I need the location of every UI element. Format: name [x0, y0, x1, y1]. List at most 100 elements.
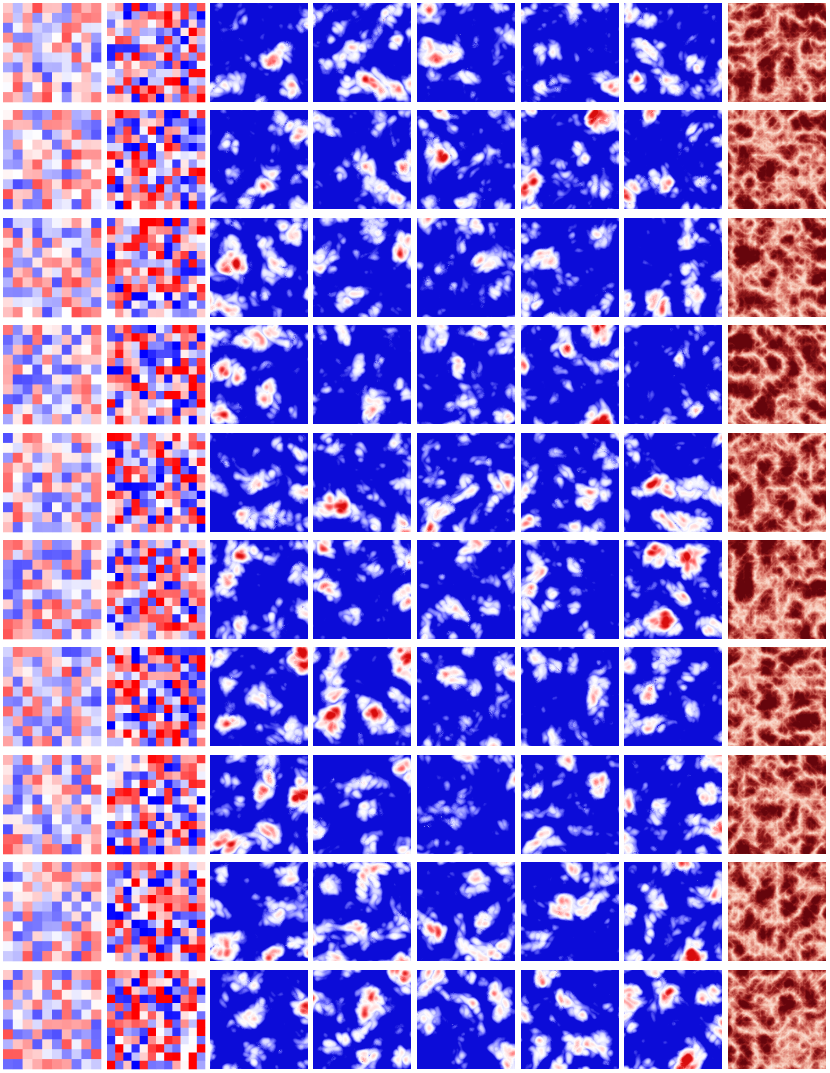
coarse-cell: [131, 499, 140, 508]
coarse-cell: [123, 986, 132, 996]
coarse-cell: [3, 199, 14, 210]
coarse-cell: [91, 656, 102, 668]
coarse-cell: [131, 1011, 140, 1020]
coarse-cell: [61, 502, 72, 513]
coarse-cell: [32, 814, 43, 825]
coarse-cell: [180, 994, 189, 1004]
coarse-cell: [61, 676, 72, 687]
coarse-cell: [139, 821, 149, 830]
coarse-cell: [12, 199, 23, 210]
coarse-cell: [147, 275, 157, 285]
coarse-cell: [123, 1044, 132, 1053]
coarse-cell: [164, 680, 173, 689]
coarse-cell: [188, 994, 198, 1004]
coarse-cell: [42, 325, 53, 336]
coarse-cell: [164, 490, 173, 500]
coarse-cell: [42, 119, 53, 131]
coarse-cell: [164, 93, 173, 103]
coarse-cell: [180, 721, 189, 730]
coarse-cell: [164, 1052, 173, 1062]
coarse-cell: [52, 129, 63, 140]
coarse-cell: [147, 382, 157, 392]
coarse-cell: [139, 308, 149, 318]
coarse-cell: [32, 129, 43, 140]
coarse-cell: [164, 143, 173, 152]
coarse-cell: [147, 284, 157, 293]
coarse-cell: [131, 433, 140, 442]
coarse-cell: [123, 771, 132, 781]
coarse-cell: [147, 143, 157, 152]
coarse-cell: [81, 881, 92, 892]
coarse-cell: [107, 895, 116, 904]
coarse-cell: [52, 522, 63, 533]
coarse-cell: [22, 784, 33, 795]
coarse-cell: [139, 903, 149, 912]
coarse-cell: [172, 93, 181, 103]
coarse-cell: [81, 277, 92, 288]
coarse-cell: [156, 581, 165, 590]
coarse-cell: [52, 1019, 63, 1030]
coarse-cell: [131, 978, 140, 987]
coarse-cell: [139, 763, 149, 772]
coarse-cell: [180, 952, 189, 962]
coarse-cell: [52, 394, 63, 405]
coarse-cell: [61, 169, 72, 180]
coarse-cell: [139, 755, 149, 764]
coarse-cell: [131, 93, 140, 103]
coarse-cell: [115, 333, 124, 342]
coarse-cell: [131, 399, 140, 408]
coarse-cell: [12, 287, 23, 298]
coarse-cell: [115, 499, 124, 508]
coarse-cell: [164, 886, 173, 896]
coarse-cell: [147, 482, 157, 492]
coarse-cell: [107, 192, 116, 202]
coarse-cell: [12, 881, 23, 892]
coarse-cell: [123, 52, 132, 62]
coarse-cell: [52, 629, 63, 640]
coarse-cell: [61, 1059, 72, 1070]
coarse-cell: [115, 663, 124, 673]
coarse-cell: [131, 36, 140, 45]
coarse-cell: [139, 85, 149, 95]
coarse-cell: [52, 989, 63, 1000]
coarse-cell: [196, 407, 206, 417]
coarse-cell: [188, 242, 198, 252]
coarse-cell: [107, 821, 116, 830]
coarse-cell: [147, 358, 157, 367]
coarse-cell: [12, 1049, 23, 1060]
coarse-cell: [71, 218, 82, 229]
coarse-cell: [123, 308, 132, 318]
coarse-cell: [164, 573, 173, 582]
coarse-cell: [81, 32, 92, 43]
coarse-cell: [172, 466, 181, 475]
coarse-cell: [52, 452, 63, 463]
coarse-cell: [107, 564, 116, 574]
coarse-cell: [123, 779, 132, 789]
coarse-cell: [156, 895, 165, 904]
coarse-cell: [32, 110, 43, 121]
coarse-cell: [3, 267, 14, 278]
coarse-cell: [131, 928, 140, 937]
coarse-cell: [131, 358, 140, 367]
coarse-cell: [164, 622, 173, 632]
coarse-cell: [115, 366, 124, 375]
coarse-cell: [3, 179, 14, 190]
coarse-cell: [164, 597, 173, 607]
coarse-cell: [12, 755, 23, 766]
coarse-cell: [188, 507, 198, 516]
coarse-cell: [91, 844, 102, 855]
coarse-cell: [91, 218, 102, 229]
coarse-cell: [91, 119, 102, 131]
coarse-cell: [91, 794, 102, 805]
coarse-cell: [172, 622, 181, 632]
coarse-cell: [42, 540, 53, 551]
coarse-cell: [139, 251, 149, 260]
coarse-cell: [91, 82, 102, 93]
coarse-cell: [81, 1049, 92, 1060]
coarse-cell: [81, 522, 92, 533]
coarse-cell: [180, 226, 189, 235]
coarse-cell: [22, 1039, 33, 1050]
coarse-cell: [164, 110, 173, 119]
coarse-cell: [22, 726, 33, 737]
coarse-cell: [12, 237, 23, 248]
